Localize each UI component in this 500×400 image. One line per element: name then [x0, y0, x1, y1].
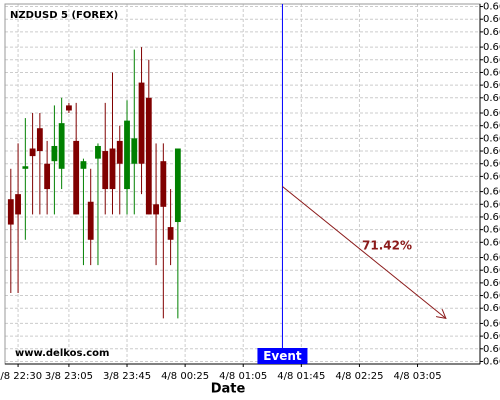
candle-body [51, 145, 58, 162]
candle-body [138, 82, 145, 164]
y-tick-label: 0.6615 [483, 27, 500, 38]
x-axis-label: Date [211, 382, 246, 397]
y-tick-label: 0.6610 [483, 159, 500, 170]
x-tick-label: 4/8 01:45 [277, 371, 325, 382]
y-tick-label: 0.6612 [483, 93, 500, 104]
y-tick-label: 0.6608 [483, 199, 500, 210]
y-tick-label: 0.6610 [483, 146, 500, 157]
candle-body [36, 128, 43, 152]
candle-body [124, 120, 130, 190]
y-tick-label: 0.6607 [483, 225, 500, 236]
y-tick-label: 0.6614 [483, 67, 500, 78]
candle-body [102, 151, 109, 190]
y-tick-label: 0.6608 [483, 212, 500, 223]
event-label: Event [263, 349, 302, 363]
candle-body [95, 145, 101, 159]
candle-body [66, 105, 72, 111]
candle-body [109, 148, 116, 190]
y-tick-label: 0.6604 [483, 318, 500, 329]
candle-body [29, 148, 36, 157]
candle-body [153, 204, 159, 215]
forecast-arrow [282, 186, 445, 319]
event-label-box [257, 348, 308, 364]
y-tick-label: 0.6605 [483, 291, 500, 302]
candle-body [167, 227, 174, 240]
y-tick-label: 0.6606 [483, 265, 500, 276]
candle-body [116, 140, 123, 164]
y-tick-label: 0.6609 [483, 187, 500, 198]
y-tick-label: 0.6611 [483, 121, 500, 132]
x-tick-label: 4/8 00:25 [161, 371, 209, 382]
y-tick-label: 0.6603 [483, 331, 500, 342]
candle-body [160, 161, 167, 207]
chart-title: NZDUSD 5 (FOREX) [10, 10, 118, 21]
forecast-label: 71.42% [362, 239, 412, 253]
y-tick-label: 0.6609 [483, 171, 500, 182]
y-tick-label: 0.6616 [483, 2, 500, 13]
y-tick-label: 0.6613 [483, 80, 500, 91]
candle-body [80, 161, 87, 169]
candle-body [73, 140, 80, 215]
y-tick-label: 0.6615 [483, 42, 500, 53]
x-tick-label: 4/8 01:05 [219, 371, 267, 382]
x-tick-label: 3/8 23:45 [103, 371, 151, 382]
y-tick-label: 0.6611 [483, 133, 500, 144]
candle-body [87, 201, 94, 240]
x-tick-label: 4/8 03:05 [393, 371, 441, 382]
candle-body [44, 163, 51, 190]
candle-body [7, 199, 14, 225]
candle-body [22, 166, 29, 169]
y-tick-label: 0.6607 [483, 237, 500, 248]
candle-body [131, 138, 138, 164]
y-tick-label: 0.6605 [483, 278, 500, 289]
candle-body [145, 97, 152, 215]
candle-body [58, 123, 65, 169]
x-tick-label: 3/8 22:30 [0, 371, 42, 382]
y-tick-label: 0.6606 [483, 253, 500, 264]
x-tick-label: 3/8 23:05 [45, 371, 93, 382]
watermark: www.delkos.com [15, 348, 109, 359]
y-tick-label: 0.6614 [483, 55, 500, 66]
y-tick-label: 0.6602 [483, 356, 500, 367]
candle-body [15, 194, 21, 215]
x-tick-label: 4/8 02:25 [335, 371, 383, 382]
grid [5, 4, 480, 364]
y-tick-label: 0.6603 [483, 344, 500, 355]
y-tick-label: 0.6612 [483, 108, 500, 119]
candle-body [174, 148, 181, 223]
y-tick-label: 0.6616 [483, 14, 500, 25]
y-tick-label: 0.6604 [483, 303, 500, 314]
